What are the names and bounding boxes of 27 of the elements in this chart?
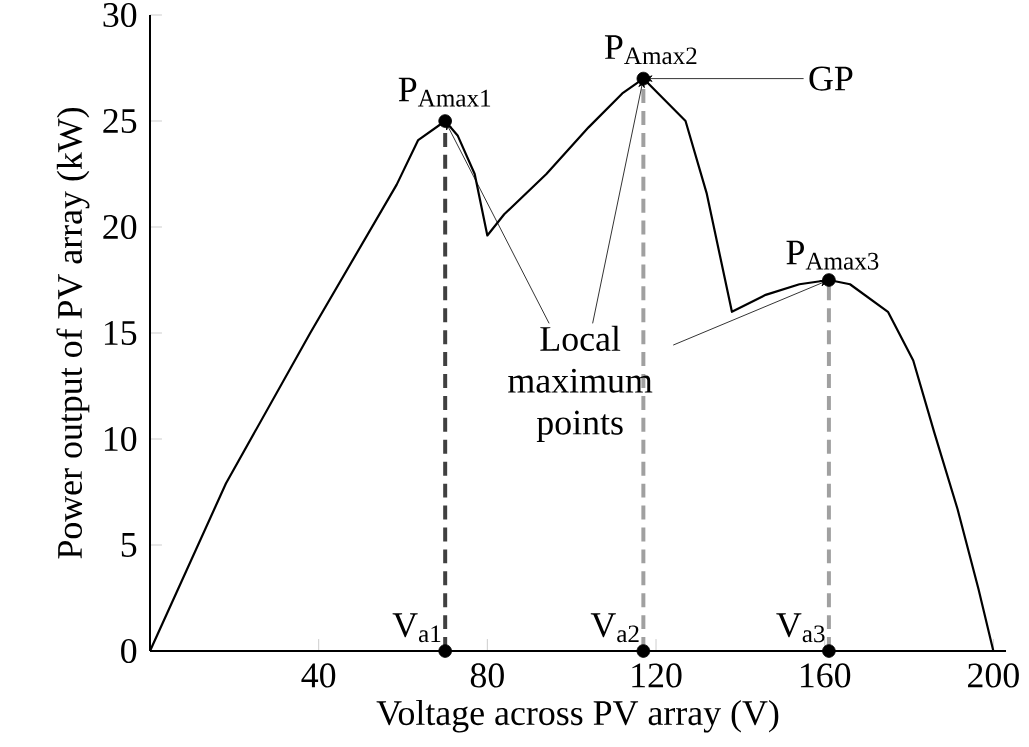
ref-line-label: V$_{a3}$ [776, 613, 825, 643]
annotation: P$_{Amax1}$ [398, 77, 491, 107]
ref-line-label: V$_{a2}$ [590, 613, 639, 643]
annotation: GP [809, 66, 853, 91]
x-tick-label: 40 [301, 663, 336, 688]
y-tick-label: 25 [103, 108, 137, 134]
y-tick-label: 10 [104, 426, 137, 452]
y-tick-label: 5 [121, 533, 137, 557]
point [822, 644, 836, 658]
point [438, 644, 452, 658]
ref-line-label: V$_{a1}$ [392, 613, 441, 643]
x-tick-label: 160 [800, 663, 851, 688]
point [636, 644, 651, 658]
y-tick-label: 15 [104, 320, 137, 346]
x-tick-label: 80 [470, 663, 504, 688]
y-tick-label: 20 [103, 214, 137, 240]
x-tick-label: 120 [632, 663, 682, 688]
annotation: P$_{Amax2}$ [604, 35, 697, 65]
point [438, 114, 452, 128]
annotation: Local maximum points [508, 325, 653, 442]
x-axis-title: Voltage across PV array (V) [376, 699, 779, 733]
y-tick-label: 0 [121, 638, 137, 664]
point [822, 273, 836, 287]
y-tick-label: 30 [103, 2, 137, 28]
x-tick-label: 200 [968, 663, 1019, 688]
y-axis-title: Power output of PV array (kW) [56, 107, 90, 559]
annotation: P$_{Amax3}$ [786, 240, 879, 270]
